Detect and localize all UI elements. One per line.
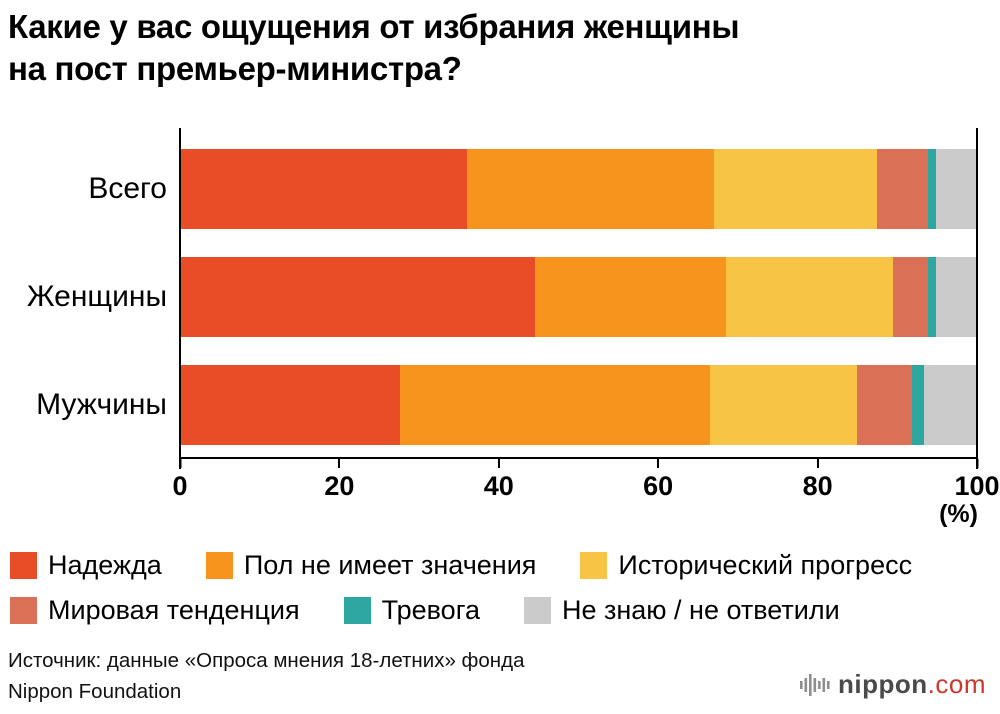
bar-segment xyxy=(181,365,400,445)
axis-left-line xyxy=(179,128,181,469)
stacked-bar xyxy=(181,149,976,229)
x-tick: 60 xyxy=(643,459,673,502)
bar-segment xyxy=(467,149,714,229)
x-axis-unit-label: (%) xyxy=(939,500,978,528)
title-line-1: Какие у вас ощущения от избрания женщины xyxy=(8,8,740,45)
source-line-1: Источник: данные «Опроса мнения 18-летни… xyxy=(8,649,525,672)
row-label: Всего xyxy=(88,172,167,205)
bar-segment xyxy=(928,149,937,229)
axis-right-line xyxy=(976,128,978,469)
x-tick: 80 xyxy=(803,459,833,502)
tick-label: 100 xyxy=(954,471,1000,501)
stacked-bar xyxy=(181,365,976,445)
tick-mark xyxy=(497,459,500,468)
tick-label: 40 xyxy=(483,471,514,501)
bar-segment xyxy=(181,257,535,337)
axis-bottom-line xyxy=(179,457,978,459)
legend-label: Мировая тенденция xyxy=(48,595,300,625)
x-tick: 0 xyxy=(172,459,188,502)
bar-segment xyxy=(876,149,929,229)
tick-mark xyxy=(179,459,181,468)
x-axis-ticks: 0 20 40 60 80 100 xyxy=(172,459,1000,509)
bar-segment xyxy=(912,365,925,445)
legend-swatch xyxy=(205,552,233,579)
row-label: Мужчины xyxy=(36,388,167,421)
legend-label: Тревога xyxy=(381,595,480,625)
chart-row-1: Всего xyxy=(88,149,976,229)
tick-label: 0 xyxy=(172,471,188,501)
tick-mark xyxy=(976,459,978,468)
legend-swatch xyxy=(580,552,608,579)
legend-label: Надежда xyxy=(48,550,162,580)
bar-segment xyxy=(892,257,929,337)
legend-label: Исторический прогресс xyxy=(618,550,913,580)
legend-swatch xyxy=(523,597,551,624)
tick-mark xyxy=(657,459,660,468)
nippon-logo: nippon.com xyxy=(800,669,986,700)
bar-segment xyxy=(936,257,976,337)
bar-segment xyxy=(725,257,893,337)
legend-item: Надежда xyxy=(10,550,162,581)
row-label: Женщины xyxy=(26,280,167,313)
title-line-2: на пост премьер-министра? xyxy=(8,50,462,88)
tick-mark xyxy=(338,459,341,468)
tick-mark xyxy=(816,459,819,468)
chart-plot-area: Всего Женщины Мужчины xyxy=(27,128,976,458)
logo-name: nippon xyxy=(838,669,928,699)
x-tick: 40 xyxy=(484,459,514,502)
bar-segment xyxy=(713,149,877,229)
source-line-2: Nippon Foundation xyxy=(8,679,182,703)
tick-label: 20 xyxy=(324,471,355,501)
x-tick: 20 xyxy=(324,459,354,502)
legend-label: Не знаю / не ответили xyxy=(561,595,840,625)
legend-item: Мировая тенденция xyxy=(10,595,300,626)
tick-label: 60 xyxy=(643,471,674,501)
bar-segment xyxy=(709,365,857,445)
chart-row-3: Мужчины xyxy=(36,365,976,445)
tick-label: 80 xyxy=(802,471,833,501)
logo-text: nippon.com xyxy=(838,669,986,700)
bar-segment xyxy=(181,149,468,229)
legend-label: Пол не имеет значения xyxy=(243,550,537,580)
source-note: Источник: данные «Опроса мнения 18-летни… xyxy=(8,646,525,708)
bar-segment xyxy=(534,257,726,337)
x-tick: 100 xyxy=(954,459,1000,502)
chart-legend: Надежда Пол не имеет значения Исторический… xyxy=(10,550,995,626)
bar-segment xyxy=(856,365,913,445)
legend-swatch xyxy=(343,597,371,624)
legend-item: Пол не имеет значения xyxy=(205,550,537,581)
bar-segment xyxy=(399,365,710,445)
soundwave-icon xyxy=(800,673,830,696)
bar-segment xyxy=(924,365,976,445)
legend-swatch xyxy=(10,552,37,579)
chart-row-2: Женщины xyxy=(27,257,976,337)
legend-swatch xyxy=(10,597,37,624)
page-title: Какие у вас ощущения от избрания женщины… xyxy=(8,6,740,90)
bar-segment xyxy=(936,149,976,229)
stacked-bar xyxy=(181,257,976,337)
legend-item: Исторический прогресс xyxy=(580,550,912,581)
legend-item: Тревога xyxy=(343,595,480,626)
legend-item: Не знаю / не ответили xyxy=(523,595,840,626)
bar-segment xyxy=(928,257,937,337)
logo-tld: .com xyxy=(927,669,986,699)
